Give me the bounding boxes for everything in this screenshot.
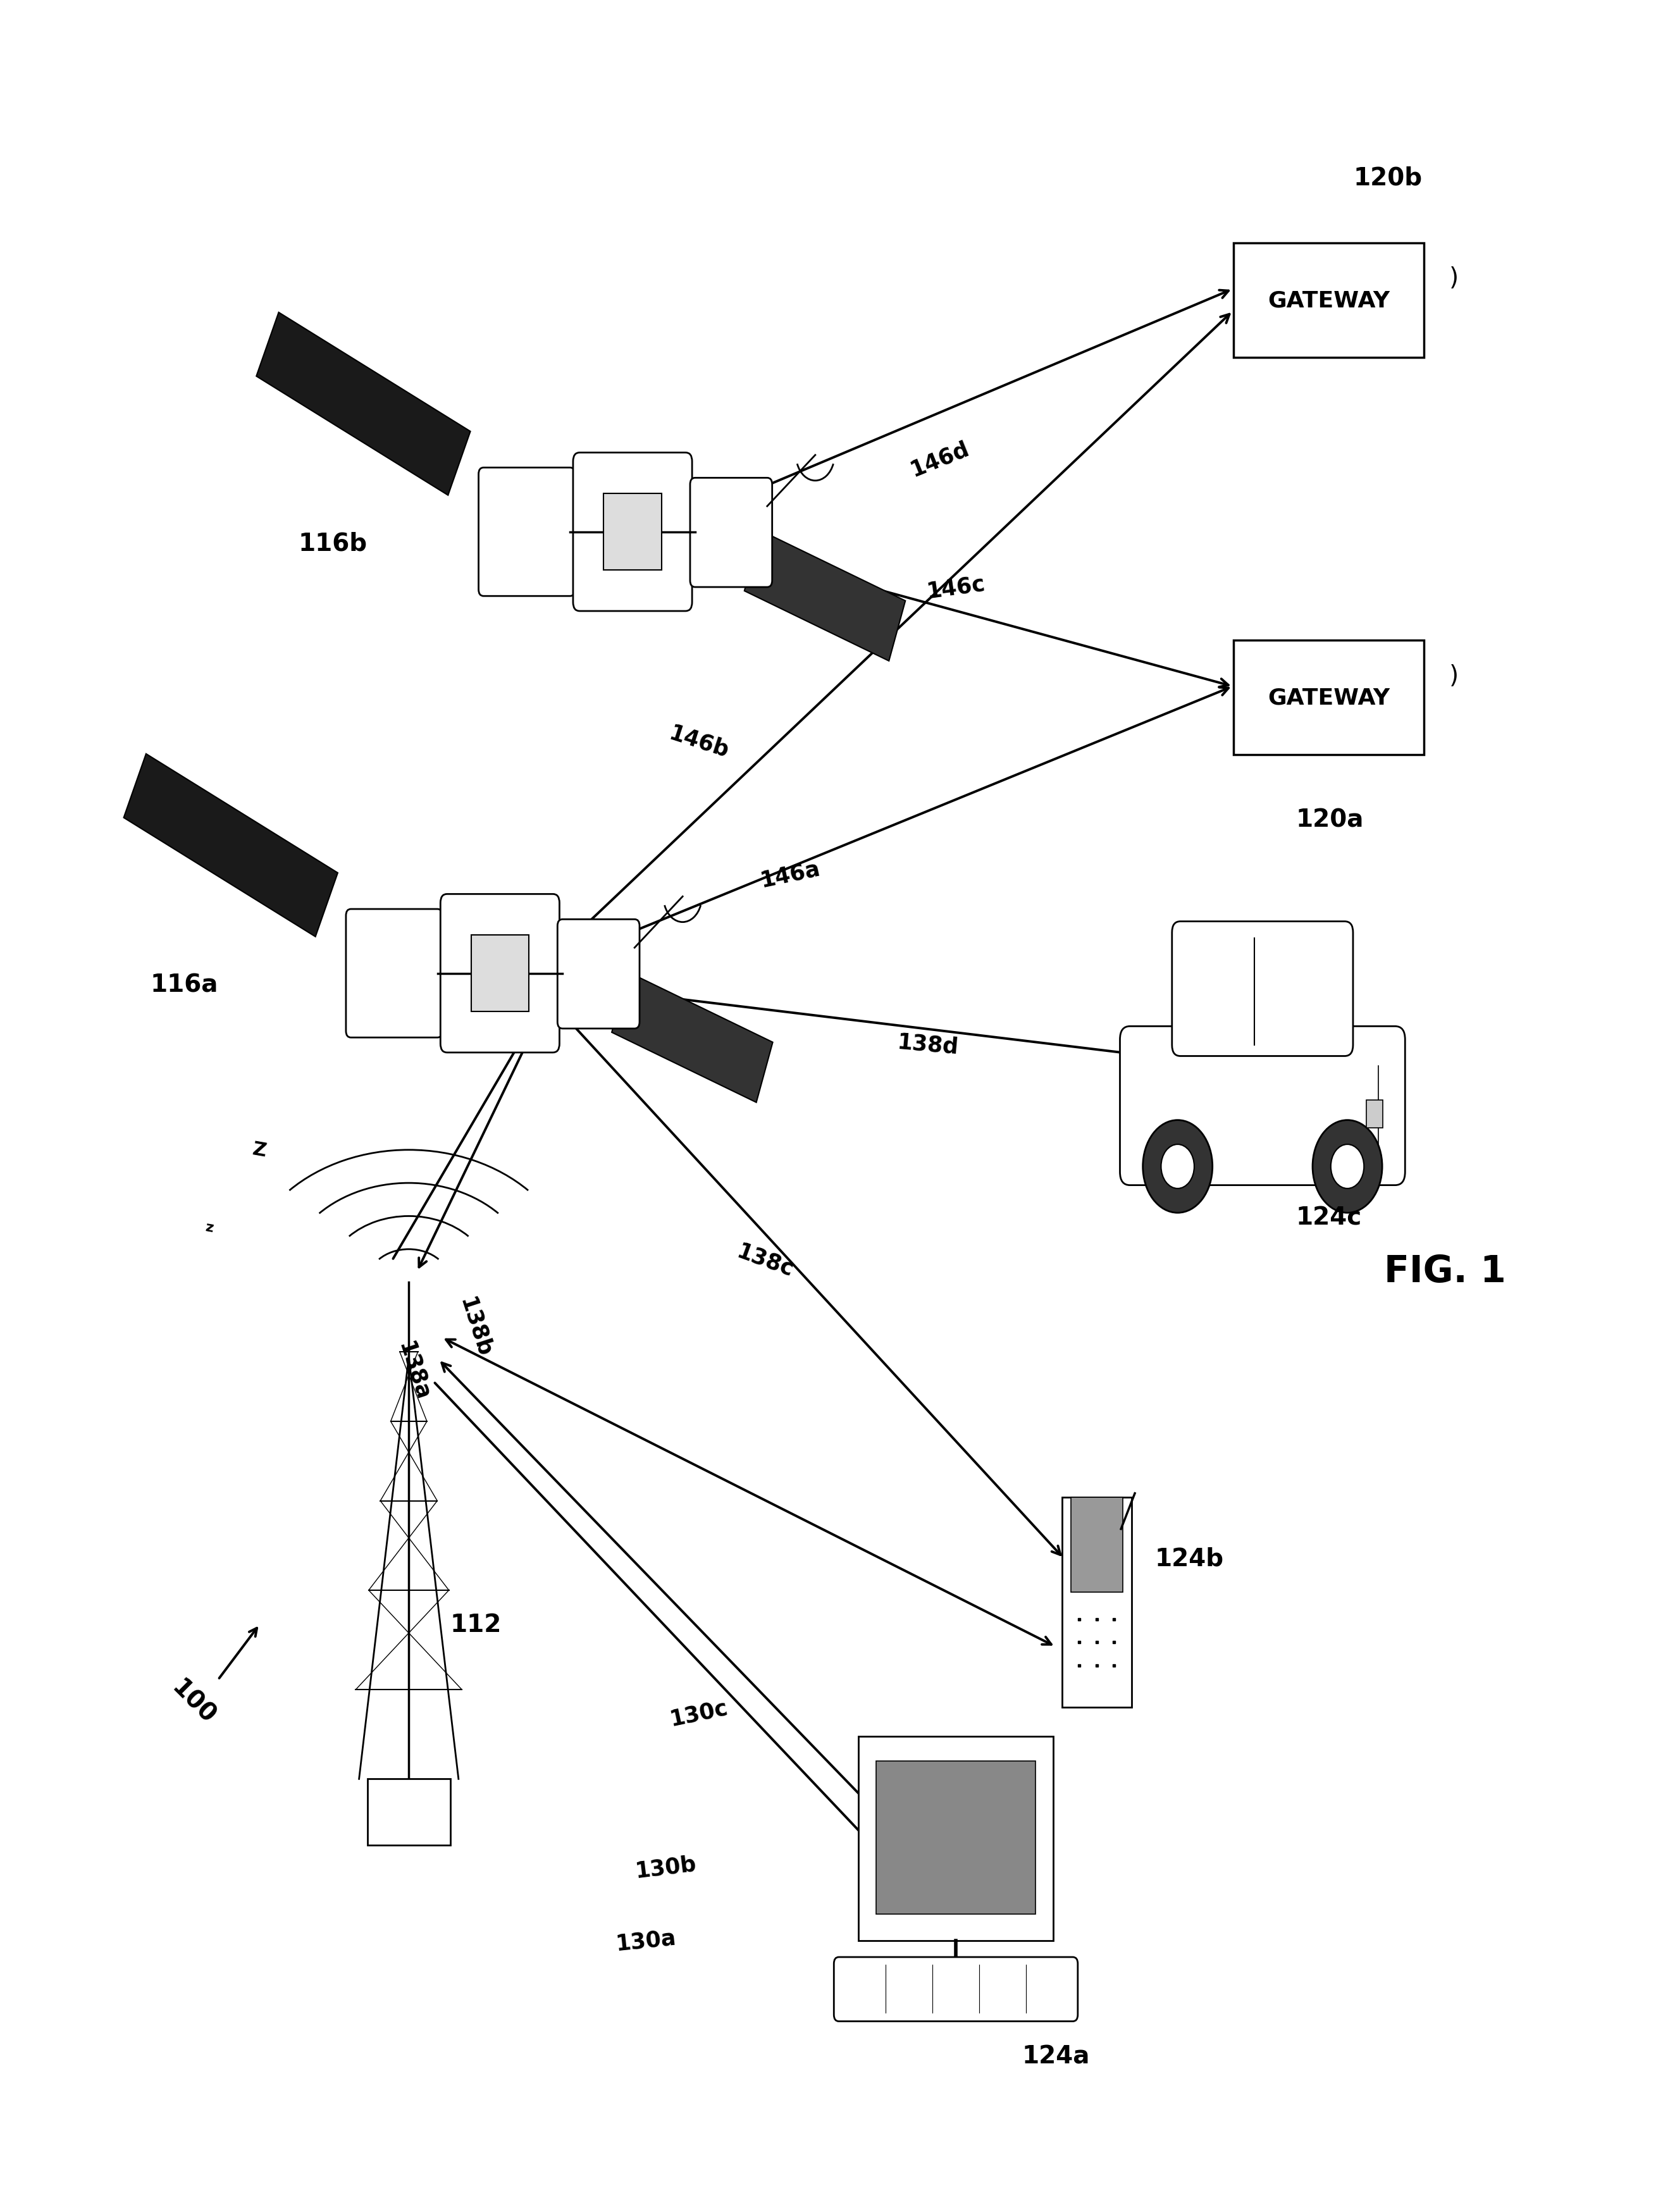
Text: FIG. 1: FIG. 1	[1384, 1254, 1505, 1290]
Text: ): )	[1448, 265, 1458, 290]
Text: 124a: 124a	[1023, 2044, 1089, 2068]
Text: 138d: 138d	[896, 1031, 960, 1057]
Text: 146b: 146b	[667, 721, 732, 761]
Bar	[1063, 1498, 1131, 1708]
Text: GATEWAY: GATEWAY	[1267, 688, 1390, 708]
Bar	[1365, 1102, 1382, 1128]
FancyBboxPatch shape	[1119, 1026, 1405, 1186]
Text: 116a: 116a	[150, 973, 218, 998]
Text: 100: 100	[166, 1674, 220, 1728]
Text: GATEWAY: GATEWAY	[1267, 290, 1390, 312]
Text: Z: Z	[251, 1139, 268, 1161]
FancyBboxPatch shape	[833, 1958, 1078, 2022]
Text: ): )	[1448, 664, 1458, 688]
Bar	[1234, 243, 1424, 358]
Text: z: z	[205, 1221, 215, 1234]
Bar	[1071, 1498, 1123, 1593]
Text: 146d: 146d	[906, 438, 971, 480]
Bar	[604, 493, 662, 571]
Circle shape	[1142, 1119, 1212, 1212]
Bar	[1234, 641, 1424, 754]
Bar	[858, 1736, 1053, 1940]
Text: 130c: 130c	[669, 1697, 730, 1730]
Text: 138b: 138b	[456, 1294, 496, 1358]
Bar	[123, 754, 338, 938]
Bar	[876, 1761, 1036, 1913]
Text: 120a: 120a	[1295, 807, 1364, 832]
Bar	[471, 936, 529, 1013]
Text: 120b: 120b	[1354, 166, 1424, 190]
Text: 146a: 146a	[758, 858, 822, 891]
FancyBboxPatch shape	[479, 469, 575, 597]
Text: 124c: 124c	[1295, 1206, 1362, 1230]
FancyBboxPatch shape	[574, 453, 692, 611]
FancyBboxPatch shape	[1172, 922, 1354, 1057]
Text: 124b: 124b	[1154, 1546, 1224, 1571]
Bar	[745, 531, 905, 661]
Text: 146c: 146c	[925, 573, 986, 602]
FancyBboxPatch shape	[441, 894, 559, 1053]
Bar	[368, 1778, 451, 1845]
FancyBboxPatch shape	[690, 478, 772, 588]
FancyBboxPatch shape	[346, 909, 442, 1037]
Circle shape	[1161, 1144, 1194, 1188]
Text: 130a: 130a	[615, 1927, 677, 1953]
Circle shape	[1312, 1119, 1382, 1212]
Circle shape	[1330, 1144, 1364, 1188]
Text: 130b: 130b	[634, 1854, 697, 1882]
Text: 116b: 116b	[298, 531, 368, 555]
Text: 138c: 138c	[733, 1241, 797, 1281]
Text: 112: 112	[451, 1613, 502, 1637]
Text: 138a: 138a	[394, 1338, 434, 1402]
Bar	[612, 973, 773, 1102]
Bar	[256, 312, 471, 495]
FancyBboxPatch shape	[557, 920, 640, 1029]
